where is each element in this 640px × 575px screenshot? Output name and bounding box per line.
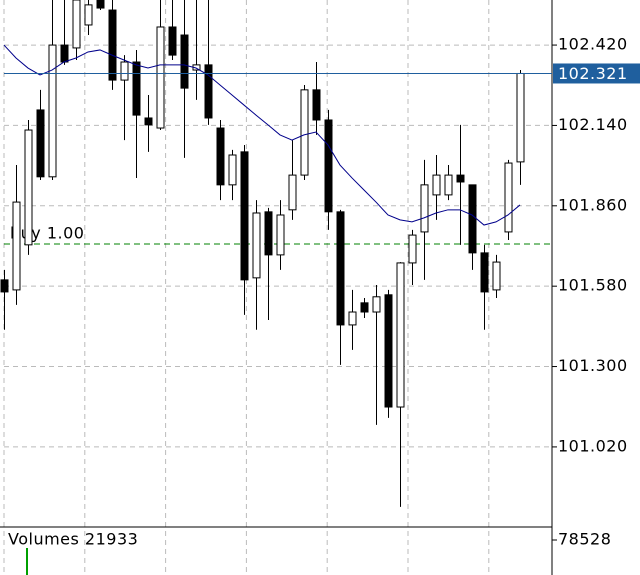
candle-body (276, 214, 285, 256)
candle-body (156, 26, 165, 129)
candle-body (348, 311, 357, 326)
candle-body (24, 129, 33, 246)
candle-body (216, 127, 225, 186)
candle-body (228, 154, 237, 186)
y-tick-label: 101.300 (558, 356, 628, 375)
y-tick-label: 102.420 (558, 35, 628, 54)
candle-body (396, 262, 405, 408)
candle-body (252, 212, 261, 279)
candle-body (264, 211, 273, 256)
candle-body (84, 4, 93, 26)
moving-average (3, 44, 521, 226)
candle-body (144, 117, 153, 126)
candle-body (132, 61, 141, 116)
candle-body (288, 174, 297, 211)
y-tick-label: 102.140 (558, 115, 628, 134)
volume-title: Volumes 21933 (8, 530, 138, 549)
candle-body (96, 0, 105, 9)
candle-body (36, 109, 45, 178)
candle-body (108, 9, 117, 81)
candle-body (384, 294, 393, 408)
candle-body (48, 44, 57, 178)
candle-body (324, 119, 333, 213)
candle-body (408, 234, 417, 264)
candle-body (468, 184, 477, 254)
candle-body (516, 72, 525, 163)
candle-body (240, 151, 249, 281)
candle-body (300, 89, 309, 176)
candle-body (360, 302, 369, 313)
candle-body (0, 279, 9, 293)
candle-body (444, 174, 453, 196)
candle-body (432, 174, 441, 196)
volume-y-tick-label: 78528 (558, 530, 611, 549)
candle-body (72, 0, 81, 49)
candle-body (504, 162, 513, 233)
candle-body (480, 252, 489, 293)
candle-body (180, 34, 189, 89)
candle-body (420, 184, 429, 233)
candle-body (492, 261, 501, 291)
candle-body (336, 211, 345, 326)
current-price-label: 102.321 (558, 64, 628, 83)
candle-body (204, 64, 213, 119)
time-grid (3, 0, 490, 575)
candle-body (312, 89, 321, 121)
y-tick-label: 101.020 (558, 436, 628, 455)
candle-body (168, 26, 177, 56)
current-price-box (553, 63, 640, 84)
y-tick-label: 101.860 (558, 195, 628, 214)
candle-body (12, 201, 21, 291)
order-label: buy 1.00 (10, 223, 84, 242)
candle-body (60, 44, 69, 63)
candle-body (120, 61, 129, 81)
candle-body (456, 174, 465, 183)
y-tick-label: 101.580 (558, 276, 628, 295)
candle-body (372, 296, 381, 313)
